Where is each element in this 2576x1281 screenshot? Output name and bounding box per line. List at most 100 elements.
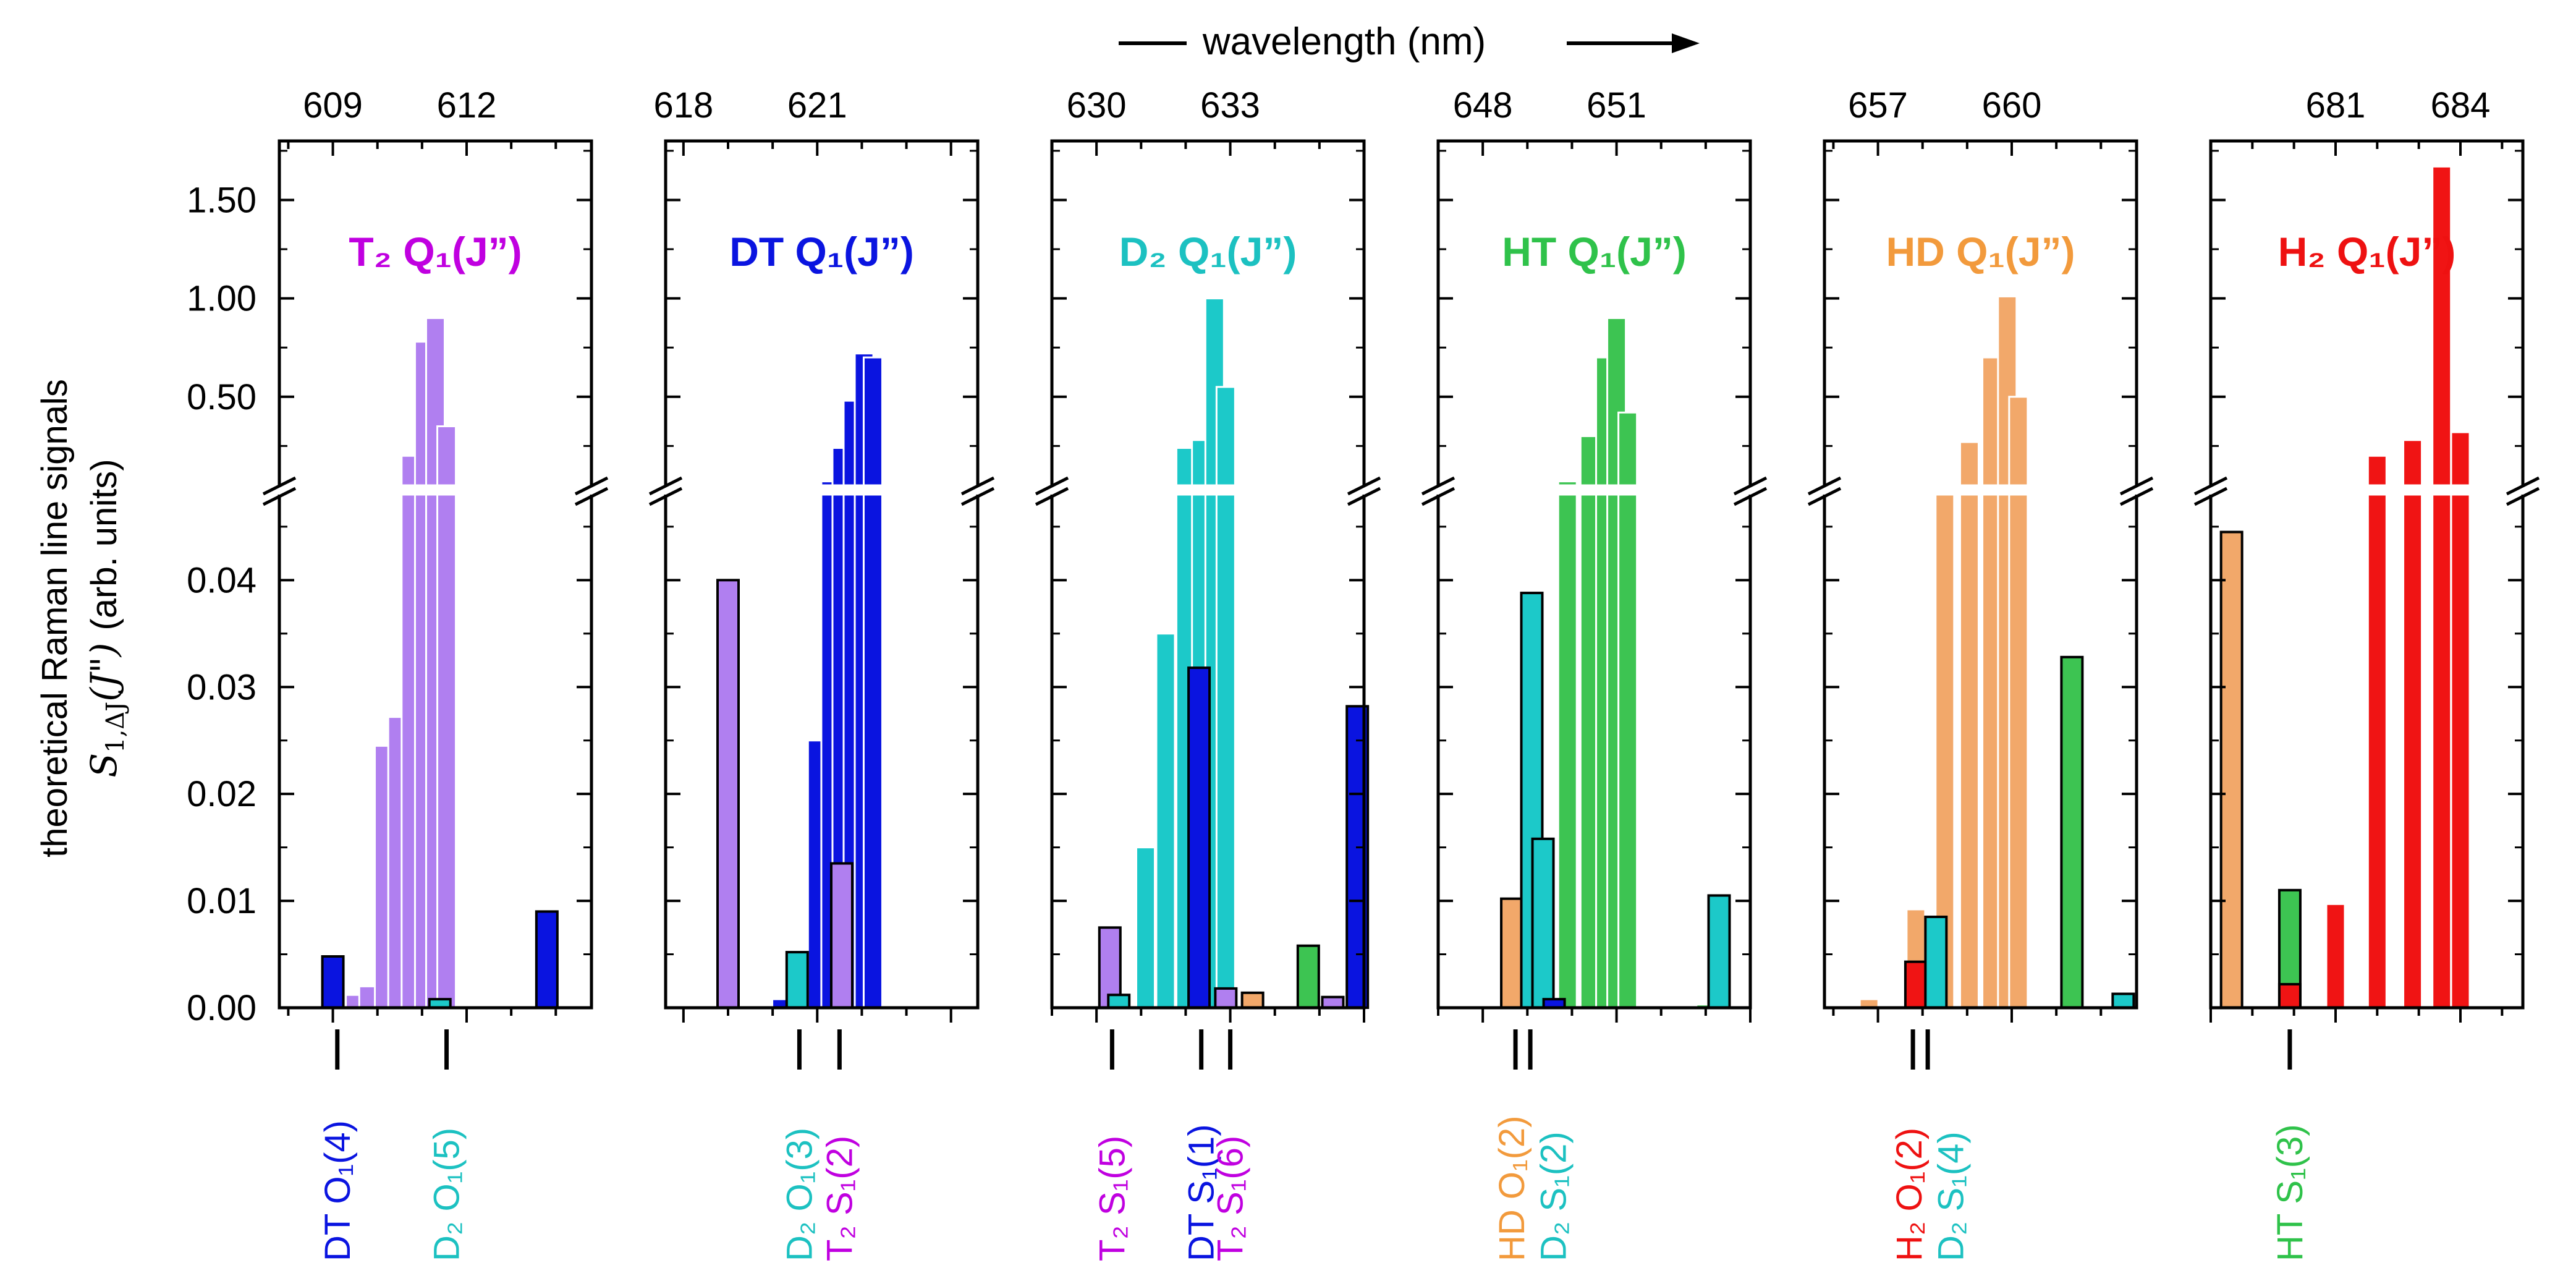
frame-upper [664, 139, 980, 485]
line-annotation: T₂ S₁(5) [1092, 1136, 1132, 1261]
species-label: D₂ Q₁(J”) [1119, 229, 1297, 274]
bar-t2 [829, 862, 854, 1009]
axis-break-mark [2506, 487, 2540, 506]
y-axis-title: theoretical Raman line signals S1,ΔJ(J")… [35, 379, 130, 858]
axis-break-mark [1807, 487, 1842, 506]
line-annotation: D₂ S₁(2) [1533, 1131, 1574, 1261]
wavelength-label: wavelength (nm) [1202, 20, 1486, 63]
axis-break-mark [262, 476, 297, 496]
x-tick-label: 618 [653, 85, 713, 126]
bar-ht [2060, 655, 2084, 1010]
bar-upper-h2 [2366, 454, 2387, 487]
bars [1098, 297, 1370, 1010]
species-label: T₂ Q₁(J”) [349, 229, 522, 274]
bar-upper-h2 [2402, 439, 2423, 487]
axis-break-mark [2119, 487, 2154, 506]
species-label: HD Q₁(J”) [1886, 229, 2075, 274]
wavelength-axis-title: wavelength (nm) [1119, 20, 1700, 63]
x-tick-label: 612 [437, 85, 497, 126]
bar-upper-hd [1959, 441, 1980, 487]
axis-break-mark [262, 487, 297, 506]
bar-ht [1296, 944, 1320, 1010]
line-annotation: DT S₁(1) [1182, 1124, 1222, 1261]
axis-break-mark [574, 476, 609, 496]
bars [1446, 317, 1731, 1009]
bar-lower-ht [1617, 493, 1638, 1009]
frame-lower [2209, 495, 2525, 1010]
bar-d2 [785, 951, 809, 1010]
frame-lower [1436, 495, 1752, 1010]
y-tick-labels: 0.00 0.01 0.02 0.03 0.04 0.50 1.00 1.50 [187, 180, 256, 1028]
line-annotation: D₂ O₁(3) [779, 1128, 820, 1261]
panel-h2: 681 684 H₂ Q₁(J”) HT S₁(3) [2193, 85, 2540, 1261]
bar-dt [321, 955, 345, 1009]
axis-break-mark [1421, 476, 1455, 496]
bar-upper-h2 [2450, 431, 2471, 487]
line-annotation: D₂ S₁(4) [1931, 1131, 1971, 1261]
y-tick-label: 0.00 [187, 988, 256, 1028]
bar-lower-h2 [2366, 493, 2387, 1009]
panel-t2: 609 612 T₂ Q₁(J”) DT O₁(4) D₂ O₁(5) [262, 85, 609, 1261]
y-tick-label: 0.50 [187, 377, 256, 417]
x-tick-label: 621 [787, 85, 847, 126]
bars [1858, 295, 2135, 1010]
axis-break-mark [960, 476, 995, 496]
y-tick-label: 0.02 [187, 774, 256, 814]
bar-lower-h2 [2402, 493, 2423, 1009]
panel-d2: 630 633 D₂ Q₁(J”) T₂ S₁(5) DT S₁(1)T₂ S₁(6) [1035, 85, 1381, 1261]
line-annotation: T₂ S₁(2) [820, 1136, 860, 1261]
panel-ht: 648 651 HT Q₁(J”) HD O₁(2) D₂ S₁(2) [1421, 85, 1768, 1261]
frame-upper [1823, 139, 2138, 485]
axis-break-mark [574, 487, 609, 506]
axis-break-mark [1421, 487, 1455, 506]
species-label: HT Q₁(J”) [1502, 229, 1687, 274]
axis-break-mark [1035, 487, 1069, 506]
y-tick-label: 1.00 [187, 279, 256, 319]
bar-h2 [2277, 982, 2302, 1010]
bar-upper-hd [2008, 396, 2029, 487]
bar-lower-h2 [2450, 493, 2471, 1009]
x-tick-label: 657 [1848, 85, 1908, 126]
frame-upper [278, 139, 593, 485]
bar-upper-d2 [1215, 386, 1236, 487]
frame-lower [664, 495, 980, 1010]
axis-break-mark [1733, 476, 1768, 496]
bar-upper-t2 [436, 425, 457, 487]
axis-break-mark [1347, 487, 1381, 506]
bar-lower-d2 [1215, 493, 1236, 1009]
panel-hd: 657 660 HD Q₁(J”) H₂ O₁(2) D₂ S₁(4) [1807, 85, 2154, 1261]
x-tick-label: 651 [1587, 85, 1646, 126]
frame-lower [278, 495, 593, 1010]
bar-dt [1187, 666, 1211, 1009]
line-annotation: DT O₁(4) [318, 1120, 358, 1261]
ylabel-line-2: S1,ΔJ(J")(arb. units) [83, 459, 130, 777]
axis-break-mark [2506, 476, 2540, 496]
bar-upper-t2 [425, 317, 446, 487]
frame-upper [2209, 139, 2525, 485]
line-annotation: HT S₁(3) [2270, 1124, 2310, 1261]
ylabel-line-1: theoretical Raman line signals [35, 379, 75, 858]
bar-d2 [1135, 846, 1156, 1009]
y-tick-label: 0.04 [187, 560, 256, 600]
x-tick-label: 681 [2306, 85, 2366, 126]
line-annotation: HD O₁(2) [1492, 1116, 1532, 1261]
x-tick-label: 633 [1200, 85, 1260, 126]
bar-lower-hd [2008, 493, 2029, 1009]
bar-upper-dt [862, 356, 883, 487]
axis-break-mark [1347, 476, 1381, 496]
axis-break-mark [2193, 487, 2228, 506]
wavelength-arrow-head [1672, 33, 1700, 53]
line-annotation: T₂ S₁(6) [1211, 1136, 1251, 1261]
bars [716, 352, 883, 1010]
x-tick-label: 630 [1067, 85, 1127, 126]
bar-t2 [1321, 995, 1345, 1010]
bar-lower-h2 [2431, 493, 2452, 1009]
bar-d2 [1707, 894, 1731, 1009]
species-label: DT Q₁(J”) [729, 229, 914, 274]
bar-h2 [1904, 960, 1928, 1010]
bar-upper-hd [1934, 483, 1955, 487]
x-tick-label: 648 [1453, 85, 1513, 126]
axis-break-mark [2119, 476, 2154, 496]
bars [321, 317, 559, 1009]
bar-dt [535, 910, 559, 1009]
